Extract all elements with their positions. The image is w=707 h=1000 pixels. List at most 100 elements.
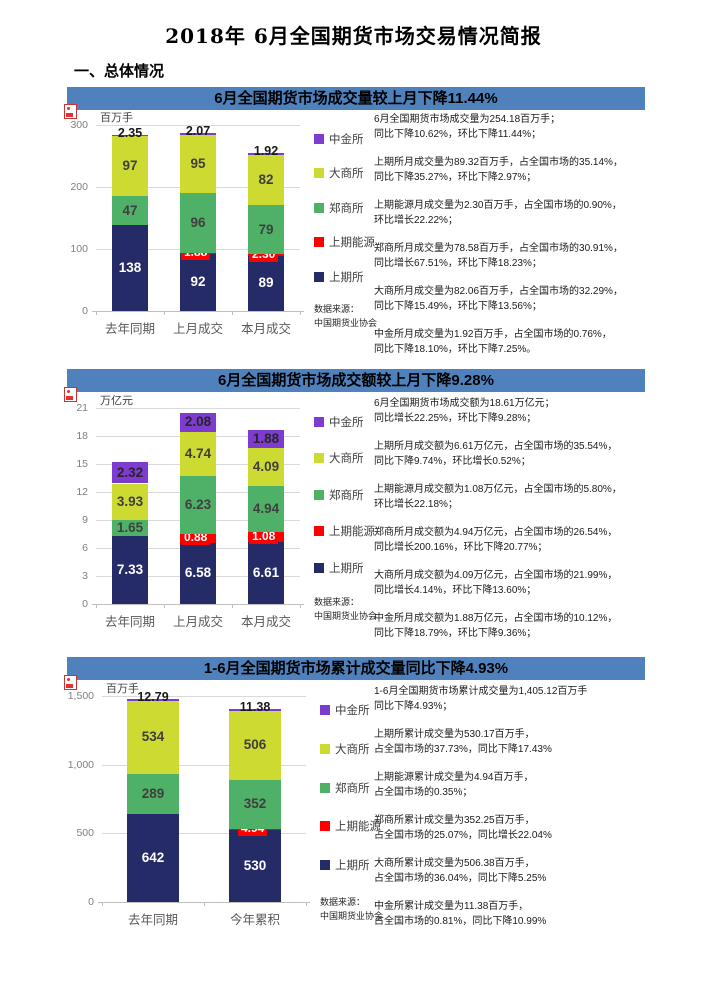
x-axis-line	[92, 604, 304, 605]
y-tick-label: 1,000	[67, 758, 94, 771]
bar-value-label: 6.61	[252, 565, 280, 581]
chart-legend: 中金所 大商所 郑商所 上期能源 上期所 数据来源： 中国期货业协会	[314, 414, 392, 624]
volume-stacked-bar-chart: 百万手010020030013847972.35去年同期921.8896952.…	[62, 111, 382, 337]
y-tick-label: 18	[76, 430, 88, 442]
legend-item: 中金所	[320, 702, 398, 718]
summary-paragraph: 大商所累计成交量为506.38百万手， 占全国市场的36.04%，同比下降5.2…	[374, 858, 547, 884]
bar-value-label: 7.33	[116, 561, 144, 577]
bar-segment-大商所	[127, 700, 179, 775]
bar-value-label: 47	[122, 202, 138, 218]
broken-image-icon	[64, 387, 77, 402]
legend-label: 郑商所	[335, 782, 370, 795]
summary-paragraph: 中金所月成交量为1.92百万手，占全国市场的0.76%， 同比下降18.10%，…	[374, 329, 612, 355]
section-header-volume: 6月全国期货市场成交量较上月下降11.44%	[67, 87, 645, 110]
legend-label: 上期所	[335, 860, 370, 873]
gridline	[102, 764, 306, 766]
bar-segment-大商所	[180, 134, 216, 194]
bar-segment-中金所	[112, 134, 148, 137]
summary-paragraph: 上期能源累计成交量为4.94百万手， 占全国市场的0.35%；	[374, 772, 534, 798]
section-header-turnover: 6月全国期货市场成交额较上月下降9.28%	[67, 369, 645, 392]
bar-segment-中金所	[229, 709, 281, 711]
legend-swatch	[314, 417, 324, 427]
bar-segment-中金所	[248, 430, 284, 448]
section-header-cumulative: 1-6月全国期货市场累计成交量同比下降4.93%	[67, 657, 645, 680]
bar-segment-郑商所	[229, 780, 281, 829]
legend-item: 上期能源	[314, 234, 392, 250]
legend-item: 郑商所	[320, 780, 398, 796]
bar-value-label: 1.08	[249, 529, 279, 545]
legend-label: 上期能源	[335, 821, 381, 834]
bar-value-label: 534	[141, 729, 165, 745]
bar-value-label: 4.74	[184, 446, 212, 462]
legend-item: 大商所	[320, 741, 398, 757]
legend-swatch	[314, 202, 324, 213]
bar-value-label: 530	[243, 857, 267, 873]
legend-label: 郑商所	[329, 489, 364, 502]
chart-legend: 中金所 大商所 郑商所 上期能源 上期所 数据来源： 中国期货业协会	[320, 702, 398, 924]
y-tick-label: 15	[76, 458, 88, 470]
y-tick-label: 6	[82, 542, 88, 554]
y-tick-label: 300	[70, 119, 88, 131]
volume-summary-text: 6月全国期货市场成交量为254.18百万手； 同比下降10.62%，环比下降11…	[374, 112, 706, 370]
legend-label: 中金所	[329, 134, 364, 146]
gridline	[96, 125, 300, 126]
x-category-label: 去年同期	[104, 615, 155, 629]
x-category-label: 去年同期	[104, 322, 155, 336]
legend-swatch	[320, 821, 330, 832]
bar-value-label: 97	[122, 158, 138, 174]
bar-value-label: 4.94	[252, 501, 280, 517]
bar-segment-郑商所	[127, 774, 179, 814]
bar-segment-中金所	[112, 461, 148, 484]
legend-swatch	[314, 453, 324, 464]
bar-segment-上期所	[180, 542, 216, 604]
y-tick-label: 3	[82, 570, 88, 582]
summary-paragraph: 6月全国期货市场成交额为18.61万亿元； 同比增长22.25%，环比下降9.2…	[374, 398, 555, 424]
bar-segment-上期所	[112, 535, 148, 604]
x-axis-tick	[164, 604, 165, 608]
broken-image-icon	[64, 675, 77, 690]
bar-segment-郑商所	[112, 196, 148, 226]
x-axis-tick	[306, 902, 307, 906]
summary-paragraph: 郑商所累计成交量为352.25百万手， 占全国市场的25.07%，同比增长22.…	[374, 815, 552, 841]
bar-segment-上期所	[127, 813, 179, 902]
bar-value-label: 12.79	[137, 690, 169, 705]
bar-value-label: 642	[141, 849, 165, 865]
section-heading-overview: 一、总体情况	[74, 63, 165, 80]
legend-label: 上期所	[329, 562, 364, 575]
bar-value-label: 506	[243, 737, 267, 753]
bar-value-label: 2.32	[116, 464, 144, 480]
legend-swatch	[314, 134, 324, 144]
legend-swatch	[314, 526, 324, 537]
legend-swatch	[314, 168, 324, 179]
bar-segment-大商所	[248, 154, 284, 206]
legend-swatch	[314, 489, 324, 500]
bar-value-label: 11.38	[239, 700, 271, 715]
legend-item: 上期所	[320, 857, 398, 873]
y-tick-label: 1,500	[67, 690, 94, 702]
chart-legend: 中金所 大商所 郑商所 上期能源 上期所 数据来源： 中国期货业协会	[314, 131, 392, 331]
summary-paragraph: 上期能源月成交量为2.30百万手，占全国市场的0.90%， 环比增长22.22%…	[374, 200, 622, 226]
x-axis-tick	[102, 902, 103, 906]
bar-value-label: 138	[118, 260, 142, 276]
bar-segment-中金所	[248, 153, 284, 155]
summary-paragraph: 上期所月成交额为6.61万亿元，占全国市场的35.54%， 同比下降9.74%，…	[374, 441, 618, 467]
gridline	[102, 696, 306, 697]
legend-item: 郑商所	[314, 487, 392, 503]
summary-paragraph: 上期所月成交量为89.32百万手，占全国市场的35.14%， 同比下降35.27…	[374, 157, 623, 183]
legend-swatch	[320, 705, 330, 715]
bar-segment-郑商所	[248, 486, 284, 533]
bar-segment-郑商所	[248, 205, 284, 255]
y-tick-label: 0	[88, 896, 94, 908]
broken-image-icon	[64, 104, 77, 119]
bar-value-label: 3.93	[116, 493, 144, 509]
legend-item: 上期所	[314, 269, 392, 285]
y-tick-label: 100	[70, 243, 88, 255]
y-tick-label: 200	[70, 181, 88, 193]
y-tick-label: 0	[82, 305, 88, 317]
legend-swatch	[320, 860, 330, 871]
bar-segment-中金所	[127, 699, 179, 701]
legend-label: 中金所	[329, 417, 364, 429]
turnover-summary-text: 6月全国期货市场成交额为18.61万亿元； 同比增长22.25%，环比下降9.2…	[374, 396, 706, 654]
y-axis-unit-label: 百万手	[100, 112, 133, 124]
